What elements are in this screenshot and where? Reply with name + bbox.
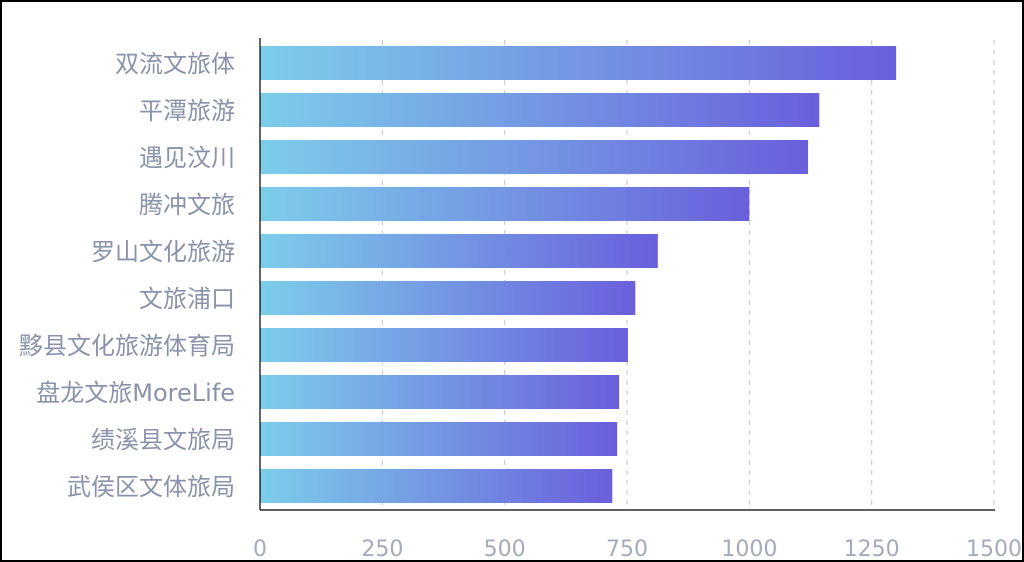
bar-2 [260,93,820,127]
x-tick-label-500: 500 [484,537,526,560]
bar-1 [260,46,897,80]
category-label-10: 武侯区文体旅局 [67,473,235,501]
category-label-4: 腾冲文旅 [139,191,235,219]
category-label-7: 黟县文化旅游体育局 [19,332,235,360]
axes [259,38,995,511]
bar-8 [260,375,620,409]
category-label-3: 遇见汶川 [139,144,235,172]
bars [260,46,897,503]
x-tick-label-1500: 1500 [966,537,1022,560]
bar-5 [260,234,658,268]
x-tick-label-250: 250 [361,537,403,560]
bar-10 [260,469,613,503]
category-labels: 双流文旅体平潭旅游遇见汶川腾冲文旅罗山文化旅游文旅浦口黟县文化旅游体育局盘龙文旅… [19,50,235,501]
bar-9 [260,422,618,456]
x-tick-label-1250: 1250 [844,537,900,560]
category-label-8: 盘龙文旅MoreLife [36,379,235,407]
x-tick-label-0: 0 [253,537,267,560]
category-label-6: 文旅浦口 [139,285,235,313]
category-label-2: 平潭旅游 [139,97,235,125]
bar-7 [260,328,628,362]
bar-4 [260,187,750,221]
x-tick-label-1000: 1000 [721,537,777,560]
x-tick-label-750: 750 [606,537,648,560]
tick-labels: 0 250 500 750 1000 1250 1500 [253,537,1022,560]
bar-3 [260,140,809,174]
category-label-1: 双流文旅体 [115,50,235,78]
bar-6 [260,281,636,315]
category-label-5: 罗山文化旅游 [91,238,235,266]
category-label-9: 绩溪县文旅局 [91,426,235,454]
